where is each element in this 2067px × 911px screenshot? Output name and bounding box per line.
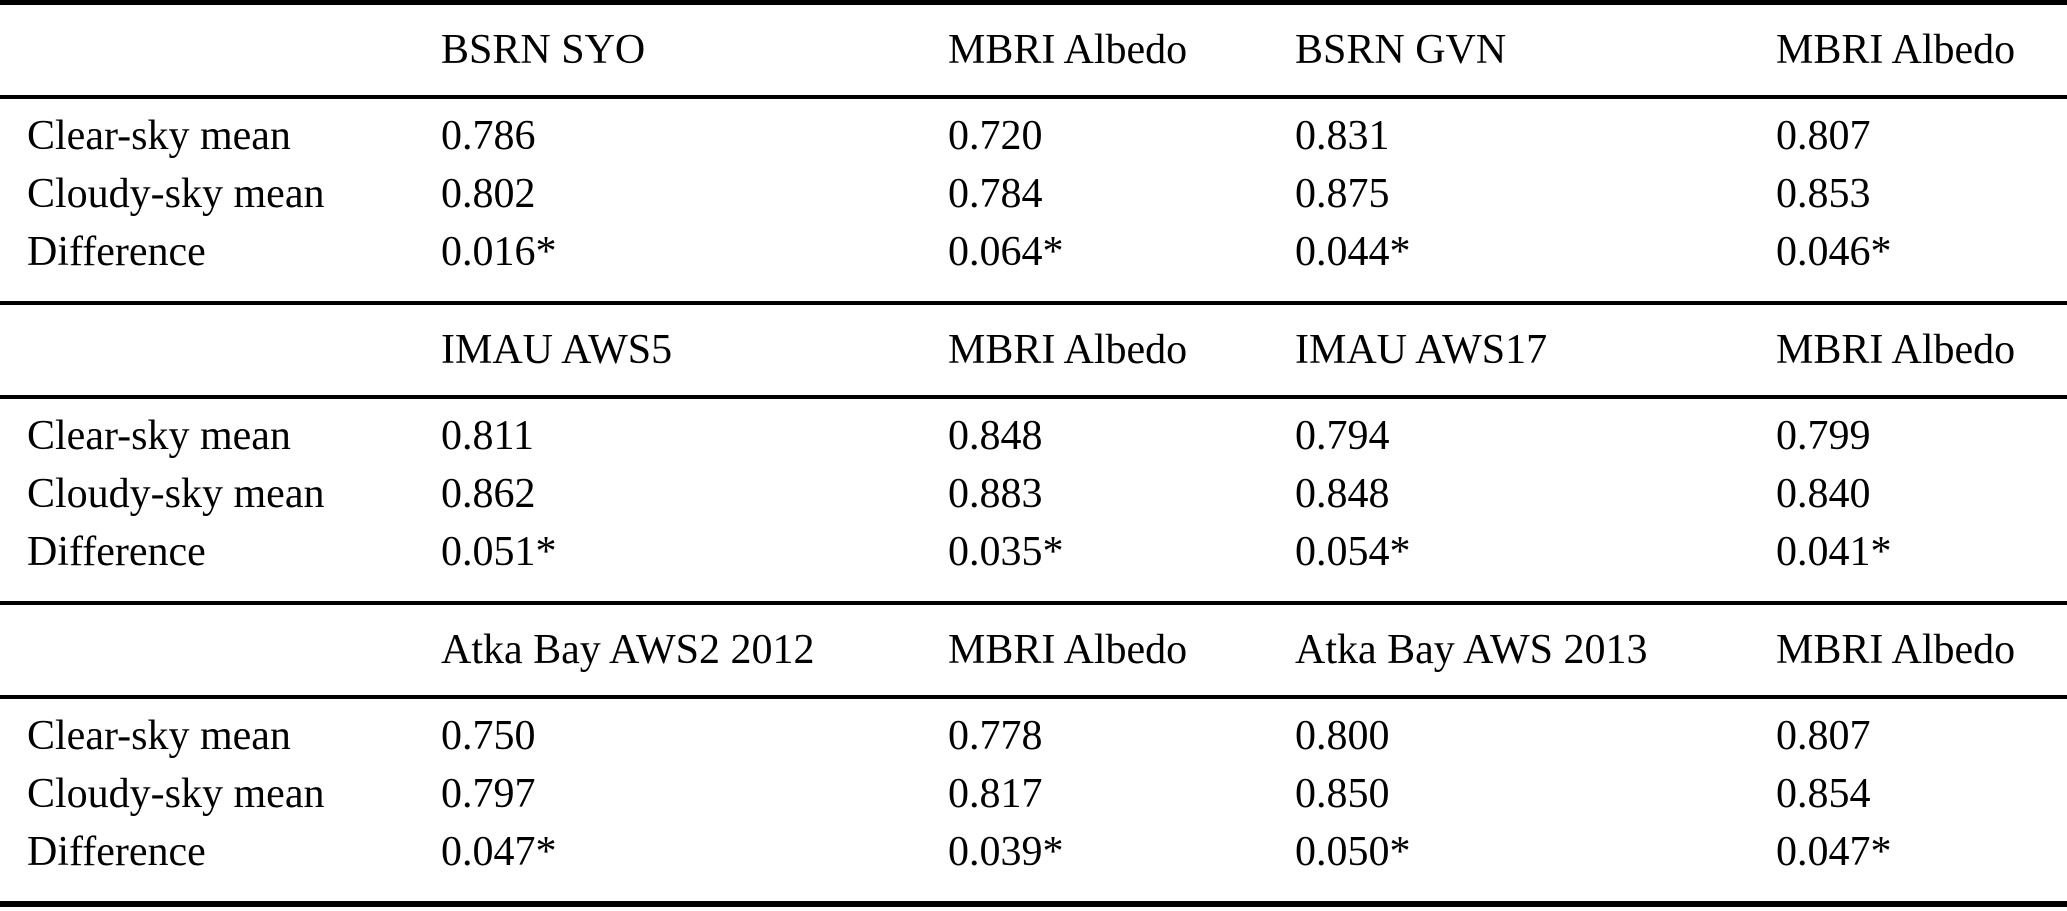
section-2-header-row: IMAU AWS5 MBRI Albedo IMAU AWS17 MBRI Al… — [0, 303, 2067, 397]
cell-value: 0.807 — [1776, 713, 1871, 759]
station-header: IMAU AWS5 — [441, 327, 673, 373]
cell-value: 0.807 — [1776, 113, 1871, 159]
header-empty-cell — [0, 603, 441, 697]
section-1-header-row: BSRN SYO MBRI Albedo BSRN GVN MBRI Albed… — [0, 2, 2067, 98]
cell-value: 0.750 — [441, 713, 536, 759]
table-row: Clear-sky mean 0.811 0.848 0.794 0.799 — [0, 397, 2067, 465]
cell-value: 0.047* — [1776, 829, 1892, 875]
table-row: Difference 0.016* 0.064* 0.044* 0.046* — [0, 223, 2067, 303]
table-row: Cloudy-sky mean 0.797 0.817 0.850 0.854 — [0, 765, 2067, 823]
cell-value: 0.797 — [441, 771, 536, 817]
table-row: Clear-sky mean 0.786 0.720 0.831 0.807 — [0, 97, 2067, 165]
cell-value: 0.862 — [441, 471, 536, 517]
station-header: MBRI Albedo — [1776, 627, 2016, 673]
cell-value: 0.848 — [1295, 471, 1390, 517]
header-empty-cell — [0, 3, 441, 98]
row-label: Clear-sky mean — [27, 713, 291, 759]
cell-value: 0.840 — [1776, 471, 1871, 517]
cell-value: 0.817 — [948, 771, 1043, 817]
cell-value: 0.854 — [1776, 771, 1871, 817]
table-row: Difference 0.047* 0.039* 0.050* 0.047* — [0, 823, 2067, 904]
cell-value: 0.848 — [948, 413, 1043, 459]
cell-value: 0.046* — [1776, 229, 1892, 275]
cell-value: 0.853 — [1776, 171, 1871, 217]
cell-value: 0.050* — [1295, 829, 1411, 875]
cell-value: 0.041* — [1776, 529, 1892, 575]
row-label: Cloudy-sky mean — [27, 771, 325, 817]
cell-value: 0.784 — [948, 171, 1043, 217]
cell-value: 0.831 — [1295, 113, 1390, 159]
table-row: Cloudy-sky mean 0.802 0.784 0.875 0.853 — [0, 165, 2067, 223]
cell-value: 0.064* — [948, 229, 1064, 275]
row-label: Difference — [27, 529, 206, 575]
table-row: Cloudy-sky mean 0.862 0.883 0.848 0.840 — [0, 465, 2067, 523]
row-label: Difference — [27, 829, 206, 875]
cell-value: 0.811 — [441, 413, 534, 459]
row-label: Cloudy-sky mean — [27, 471, 325, 517]
cell-value: 0.883 — [948, 471, 1043, 517]
cell-value: 0.039* — [948, 829, 1064, 875]
station-header: MBRI Albedo — [1776, 327, 2016, 373]
station-header: MBRI Albedo — [948, 27, 1188, 73]
station-header: BSRN SYO — [441, 27, 646, 73]
row-label: Clear-sky mean — [27, 113, 291, 159]
cell-value: 0.035* — [948, 529, 1064, 575]
section-3-header-row: Atka Bay AWS2 2012 MBRI Albedo Atka Bay … — [0, 603, 2067, 697]
table-row: Clear-sky mean 0.750 0.778 0.800 0.807 — [0, 697, 2067, 765]
cell-value: 0.875 — [1295, 171, 1390, 217]
header-empty-cell — [0, 303, 441, 397]
cell-value: 0.054* — [1295, 529, 1411, 575]
station-header: MBRI Albedo — [1776, 27, 2016, 73]
station-header: MBRI Albedo — [948, 627, 1188, 673]
cell-value: 0.778 — [948, 713, 1043, 759]
station-header: MBRI Albedo — [948, 327, 1188, 373]
cell-value: 0.802 — [441, 171, 536, 217]
station-header: BSRN GVN — [1295, 27, 1507, 73]
cell-value: 0.051* — [441, 529, 557, 575]
cell-value: 0.794 — [1295, 413, 1390, 459]
cell-value: 0.786 — [441, 113, 536, 159]
cell-value: 0.047* — [441, 829, 557, 875]
table-row: Difference 0.051* 0.035* 0.054* 0.041* — [0, 523, 2067, 603]
cell-value: 0.799 — [1776, 413, 1871, 459]
cell-value: 0.800 — [1295, 713, 1390, 759]
row-label: Clear-sky mean — [27, 413, 291, 459]
station-header: Atka Bay AWS 2013 — [1295, 627, 1648, 673]
cell-value: 0.850 — [1295, 771, 1390, 817]
cell-value: 0.044* — [1295, 229, 1411, 275]
row-label: Cloudy-sky mean — [27, 171, 325, 217]
row-label: Difference — [27, 229, 206, 275]
cell-value: 0.720 — [948, 113, 1043, 159]
cell-value: 0.016* — [441, 229, 557, 275]
station-header: Atka Bay AWS2 2012 — [441, 627, 815, 673]
station-header: IMAU AWS17 — [1295, 327, 1548, 373]
